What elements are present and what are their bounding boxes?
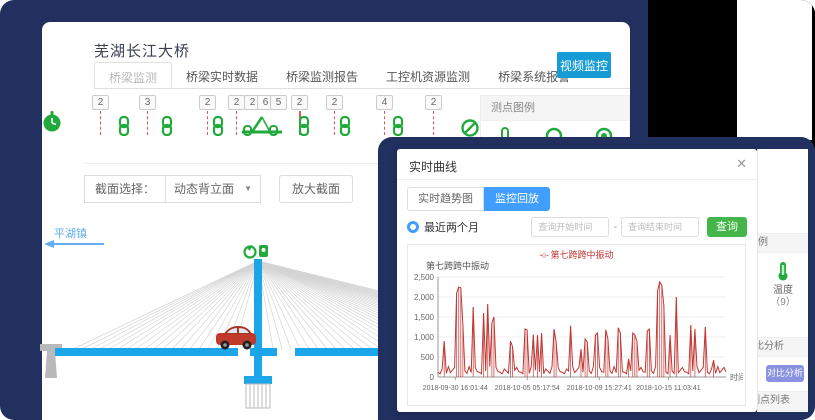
background-sidebar: 测点图例 温度 （9） 对比分析 对比分析 测点列表 bbox=[757, 149, 808, 412]
section-select-label: 截面选择： bbox=[84, 175, 166, 203]
dialog-tabs: 实时趋势图 监控回放 bbox=[407, 187, 550, 211]
svg-text:2018-10-05 05:17:54: 2018-10-05 05:17:54 bbox=[495, 385, 560, 392]
sidebar-legend-item-count: （9） bbox=[770, 297, 796, 308]
dialog-titlebar: 实时曲线 ✕ bbox=[397, 149, 757, 180]
sidebar-compare-header: 对比分析 bbox=[758, 337, 808, 357]
start-time-input[interactable] bbox=[531, 217, 610, 237]
svg-text:1,500: 1,500 bbox=[414, 313, 435, 322]
svg-text:0: 0 bbox=[430, 373, 435, 382]
legend-panel-header: 测点图例 bbox=[481, 96, 629, 121]
radio-last-two-months[interactable] bbox=[407, 221, 419, 233]
sensor-count-badge[interactable]: 2 bbox=[326, 95, 343, 110]
end-time-input[interactable] bbox=[621, 217, 699, 237]
chevron-down-icon: ▼ bbox=[244, 184, 253, 193]
tab-0[interactable]: 桥梁监测 bbox=[94, 62, 173, 88]
video-monitor-button[interactable]: 视频监控 bbox=[557, 52, 611, 78]
sidebar-list-header: 测点列表 bbox=[758, 391, 808, 411]
chart-title: 第七跨跨中振动 bbox=[426, 261, 490, 271]
svg-text:时间: 时间 bbox=[730, 372, 743, 382]
bridge-tower bbox=[254, 259, 262, 379]
thermometer-icon bbox=[758, 261, 808, 284]
chain-icon[interactable] bbox=[297, 115, 311, 141]
svg-text:2018-10-15 11:03:41: 2018-10-15 11:03:41 bbox=[636, 385, 701, 392]
sensor-dash-line bbox=[100, 111, 101, 135]
ban-icon[interactable] bbox=[460, 118, 480, 143]
query-row: 最近两个月 - 查询 bbox=[407, 216, 747, 238]
sensor-count-badge[interactable]: 2 bbox=[92, 95, 109, 110]
sensor-count-badge[interactable]: 2 bbox=[425, 95, 442, 110]
shore-label: 平湖镇 bbox=[54, 228, 87, 240]
dialog-tab-0[interactable]: 实时趋势图 bbox=[407, 187, 484, 211]
car bbox=[216, 326, 256, 350]
tab-2[interactable]: 桥梁监测报告 bbox=[286, 70, 359, 84]
chain-icon[interactable] bbox=[117, 115, 131, 141]
sensor-dash-line bbox=[433, 111, 434, 135]
main-tabbar: 桥梁监测 桥梁实时数据 桥梁监测报告 工控机资源监测 桥梁系统报警 bbox=[94, 62, 630, 89]
sensor-count-badge[interactable]: 4 bbox=[376, 95, 393, 110]
tab-4[interactable]: 桥梁系统报警 bbox=[498, 70, 571, 84]
page-title: 芜湖长江大桥 bbox=[94, 43, 191, 60]
tab-3[interactable]: 工控机资源监测 bbox=[386, 70, 471, 84]
svg-text:2018-10-09 15:27:41: 2018-10-09 15:27:41 bbox=[567, 385, 632, 392]
svg-text:500: 500 bbox=[421, 353, 435, 362]
close-icon[interactable]: ✕ bbox=[736, 156, 747, 171]
compare-analyze-button[interactable]: 对比分析 bbox=[766, 365, 804, 382]
sensor-dash-line bbox=[236, 111, 237, 135]
sensor-count-badge[interactable]: 2 bbox=[228, 95, 245, 110]
vibration-chart: 0 500 1,000 1,500 2,000 2,500 2018-09-30 16:01… bbox=[414, 273, 743, 392]
chain-icon[interactable] bbox=[211, 115, 225, 141]
chain-icon[interactable] bbox=[338, 115, 352, 141]
tab-1[interactable]: 桥梁实时数据 bbox=[186, 70, 259, 84]
sensor-count-badge[interactable]: 2 bbox=[291, 95, 308, 110]
sensor-count-badge[interactable]: 3 bbox=[139, 95, 156, 110]
bridge-sensor-icon[interactable] bbox=[240, 114, 284, 145]
zoom-section-button[interactable]: 放大截面 bbox=[279, 175, 354, 203]
sensor-dash-line bbox=[147, 111, 148, 135]
camera-icon[interactable] bbox=[243, 245, 269, 259]
bridge-foundation bbox=[245, 383, 271, 409]
dialog-tab-1[interactable]: 监控回放 bbox=[484, 187, 550, 211]
chart-legend[interactable]: -○- 第七跨跨中振动 bbox=[539, 250, 614, 260]
sensor-count-badge[interactable]: 6 bbox=[257, 95, 274, 110]
sensor-dash-line bbox=[384, 111, 385, 135]
section-select[interactable]: 动态背立面 ▼ bbox=[165, 175, 262, 203]
svg-text:2,000: 2,000 bbox=[414, 293, 435, 302]
shore-arrow-icon bbox=[44, 240, 104, 248]
sensor-dash-line bbox=[334, 111, 335, 135]
chain-icon[interactable] bbox=[160, 115, 174, 141]
radio-label: 最近两个月 bbox=[424, 222, 479, 234]
svg-text:2018-09-30 16:01:44: 2018-09-30 16:01:44 bbox=[423, 385, 488, 392]
chart-panel: -○- 第七跨跨中振动 第七跨跨中振动 0 500 1,000 1,500 2,000 2… bbox=[407, 244, 746, 406]
sensor-dash-line bbox=[207, 111, 208, 135]
background-window-strip bbox=[737, 0, 812, 140]
svg-text:1,000: 1,000 bbox=[414, 333, 435, 342]
query-button[interactable]: 查询 bbox=[707, 217, 747, 237]
clock-icon[interactable] bbox=[41, 110, 63, 139]
section-controls: 截面选择： 动态背立面 ▼ 放大截面 bbox=[84, 174, 354, 204]
sidebar-legend-header: 测点图例 bbox=[758, 233, 808, 253]
bridge-left-pier bbox=[40, 344, 62, 378]
sensor-count-badge[interactable]: 2 bbox=[199, 95, 216, 110]
dialog-title: 实时曲线 bbox=[409, 160, 458, 174]
divider bbox=[84, 163, 464, 164]
sidebar-legend-item-label: 温度 bbox=[773, 285, 793, 296]
svg-text:2,500: 2,500 bbox=[414, 273, 435, 282]
sensor-count-badge[interactable]: 5 bbox=[270, 95, 287, 110]
section-select-value: 动态背立面 bbox=[174, 182, 235, 196]
range-separator: - bbox=[613, 221, 617, 233]
chain-icon[interactable] bbox=[391, 115, 405, 141]
